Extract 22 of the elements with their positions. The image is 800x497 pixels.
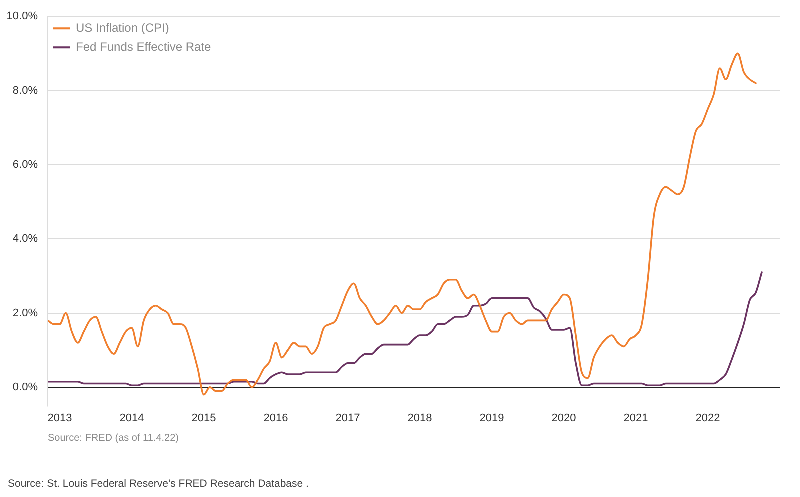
x-tick-label: 2019 [480,412,504,425]
y-tick-label: 8.0% [12,84,38,97]
legend-label: Fed Funds Effective Rate [76,40,212,54]
source-note: Source: St. Louis Federal Reserve’s FRED Research Database . [8,478,309,491]
x-tick-label: 2017 [336,412,360,425]
x-tick-label: 2015 [192,412,216,425]
x-tick-label: 2018 [408,412,432,425]
x-tick-label: 2020 [552,412,576,425]
y-tick-label: 6.0% [12,158,38,171]
y-tick-label: 4.0% [12,233,38,246]
source-note: Source: FRED (as of 11.4.22) [48,433,179,445]
y-tick-label: 0.0% [12,381,38,394]
x-tick-label: 2022 [696,412,720,425]
line-series [48,52,757,396]
line-series [48,272,763,387]
x-tick-label: 2014 [120,412,144,425]
x-tick-label: 2021 [624,412,648,425]
x-tick-label: 2013 [48,412,72,425]
y-tick-label: 10.0% [6,10,38,23]
legend-label: US Inflation (CPI) [76,20,170,35]
y-tick-label: 2.0% [12,307,38,320]
x-tick-label: 2016 [264,412,288,425]
